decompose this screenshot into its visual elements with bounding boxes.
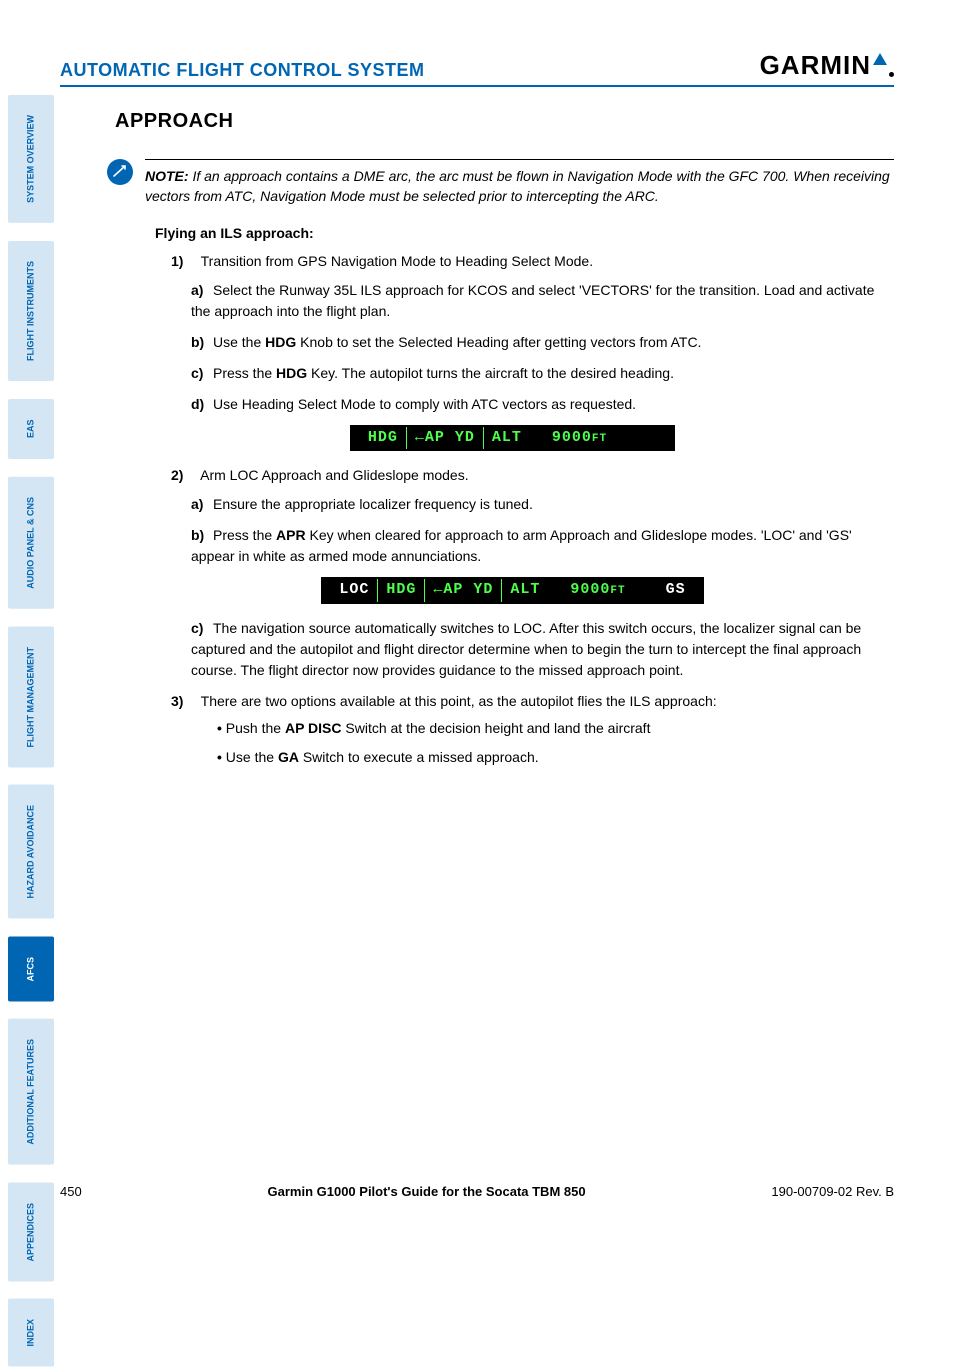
tab-flight-management[interactable]: FLIGHT MANAGEMENT [8, 627, 54, 768]
bullet-2: Use the GA Switch to execute a missed ap… [217, 747, 894, 768]
step-num: 3) [171, 691, 197, 712]
sub-text-post: Knob to set the Selected Heading after g… [296, 334, 701, 350]
sub-let: b) [191, 525, 213, 546]
annunciator-bar: HDG ←AP YD ALT 9000FT [350, 425, 675, 452]
step-text: Arm LOC Approach and Glideslope modes. [200, 467, 468, 483]
footer: 450 Garmin G1000 Pilot's Guide for the S… [60, 1184, 894, 1199]
brand-text: GARMIN [760, 50, 871, 81]
sub-text: The navigation source automatically swit… [191, 620, 861, 678]
ann-gs: GS [666, 581, 686, 598]
note-text: If an approach contains a DME arc, the a… [145, 168, 890, 204]
step-text: Transition from GPS Navigation Mode to H… [201, 253, 593, 269]
bullet-pre: Push the [226, 720, 285, 736]
sub-text: Select the Runway 35L ILS approach for K… [191, 282, 874, 319]
sub-let: d) [191, 394, 213, 415]
step-num: 2) [171, 465, 197, 486]
annunciator-1: HDG ←AP YD ALT 9000FT [131, 425, 894, 452]
note-icon [107, 159, 133, 185]
bullets: Push the AP DISC Switch at the decision … [217, 718, 894, 768]
tab-flight-instruments[interactable]: FLIGHT INSTRUMENTS [8, 241, 54, 381]
ann-alt-unit: FT [610, 585, 625, 597]
tab-additional-features[interactable]: ADDITIONAL FEATURES [8, 1019, 54, 1165]
sub-text-bold: APR [276, 527, 306, 543]
substeps: a)Ensure the appropriate localizer frequ… [191, 494, 894, 567]
tab-hazard-avoidance[interactable]: HAZARD AVOIDANCE [8, 785, 54, 919]
sub-text-bold: HDG [276, 365, 307, 381]
sub-let: c) [191, 363, 213, 384]
ann-alt-val: 9000 [570, 581, 610, 598]
sub-let: a) [191, 280, 213, 301]
bullet-1: Push the AP DISC Switch at the decision … [217, 718, 894, 739]
tab-audio-panel-cns[interactable]: AUDIO PANEL & CNS [8, 477, 54, 609]
procedure-title: Flying an ILS approach: [155, 225, 894, 241]
step-1a: a)Select the Runway 35L ILS approach for… [191, 280, 894, 322]
garmin-delta-icon [873, 53, 887, 65]
step-2c: c)The navigation source automatically sw… [191, 618, 894, 681]
step-3: 3) There are two options available at th… [171, 691, 894, 768]
page-header: AUTOMATIC FLIGHT CONTROL SYSTEM GARMIN [60, 50, 894, 87]
substeps-cont: c)The navigation source automatically sw… [191, 618, 894, 681]
sub-text: Use Heading Select Mode to comply with A… [213, 396, 636, 412]
sub-let: c) [191, 618, 213, 639]
note-body: NOTE: If an approach contains a DME arc,… [145, 159, 894, 207]
bullet-bold: AP DISC [285, 720, 342, 736]
ann-alt: ALT 9000FT [484, 427, 665, 450]
ann-alt-label: ALT [510, 581, 540, 598]
annunciator-bar: LOC HDG ←AP YD ALT 9000FT GS [321, 577, 703, 604]
note-block: NOTE: If an approach contains a DME arc,… [107, 151, 894, 207]
page-number: 450 [60, 1184, 82, 1199]
side-tabs: SYSTEM OVERVIEW FLIGHT INSTRUMENTS EAS A… [8, 95, 54, 1367]
bullet-bold: GA [278, 749, 299, 765]
garmin-dot-icon [889, 72, 894, 77]
section-title: Approach [115, 110, 894, 133]
sub-let: b) [191, 332, 213, 353]
sub-text-post: Key. The autopilot turns the aircraft to… [307, 365, 674, 381]
content: Approach NOTE: If an approach contains a… [115, 110, 894, 778]
ann-alt: ALT 9000FT GS [502, 579, 693, 602]
ann-ap: ←AP YD [407, 427, 484, 450]
step-text: There are two options available at this … [201, 693, 717, 709]
sub-let: a) [191, 494, 213, 515]
step-1d: d)Use Heading Select Mode to comply with… [191, 394, 894, 415]
footer-title: Garmin G1000 Pilot's Guide for the Socat… [268, 1184, 586, 1199]
procedure-list: 1) Transition from GPS Navigation Mode t… [171, 251, 894, 768]
ann-ap: ←AP YD [425, 579, 502, 602]
step-2: 2) Arm LOC Approach and Glideslope modes… [171, 465, 894, 681]
ann-alt-unit: FT [592, 433, 607, 445]
header-title: AUTOMATIC FLIGHT CONTROL SYSTEM [60, 60, 425, 81]
bullet-post: Switch to execute a missed approach. [299, 749, 539, 765]
ann-alt-val: 9000 [552, 429, 592, 446]
step-2b: b)Press the APR Key when cleared for app… [191, 525, 894, 567]
bullet-pre: Use the [226, 749, 278, 765]
garmin-logo: GARMIN [760, 50, 894, 81]
step-num: 1) [171, 251, 197, 272]
sub-text-pre: Press the [213, 365, 276, 381]
tab-eas[interactable]: EAS [8, 399, 54, 459]
annunciator-2: LOC HDG ←AP YD ALT 9000FT GS [131, 577, 894, 604]
tab-afcs[interactable]: AFCS [8, 937, 54, 1002]
footer-rev: 190-00709-02 Rev. B [771, 1184, 894, 1199]
tab-index[interactable]: INDEX [8, 1299, 54, 1367]
tab-system-overview[interactable]: SYSTEM OVERVIEW [8, 95, 54, 223]
sub-text-bold: HDG [265, 334, 296, 350]
step-1b: b)Use the HDG Knob to set the Selected H… [191, 332, 894, 353]
ann-hdg: HDG [360, 427, 407, 450]
ann-hdg: HDG [378, 579, 425, 602]
note-label: NOTE: [145, 168, 189, 184]
bullet-post: Switch at the decision height and land t… [342, 720, 651, 736]
sub-text-pre: Press the [213, 527, 276, 543]
step-1c: c)Press the HDG Key. The autopilot turns… [191, 363, 894, 384]
tab-appendices[interactable]: APPENDICES [8, 1183, 54, 1282]
step-1: 1) Transition from GPS Navigation Mode t… [171, 251, 894, 452]
ann-loc: LOC [331, 579, 378, 602]
step-2a: a)Ensure the appropriate localizer frequ… [191, 494, 894, 515]
sub-text: Ensure the appropriate localizer frequen… [213, 496, 533, 512]
ann-alt-label: ALT [492, 429, 522, 446]
substeps: a)Select the Runway 35L ILS approach for… [191, 280, 894, 415]
sub-text-pre: Use the [213, 334, 265, 350]
